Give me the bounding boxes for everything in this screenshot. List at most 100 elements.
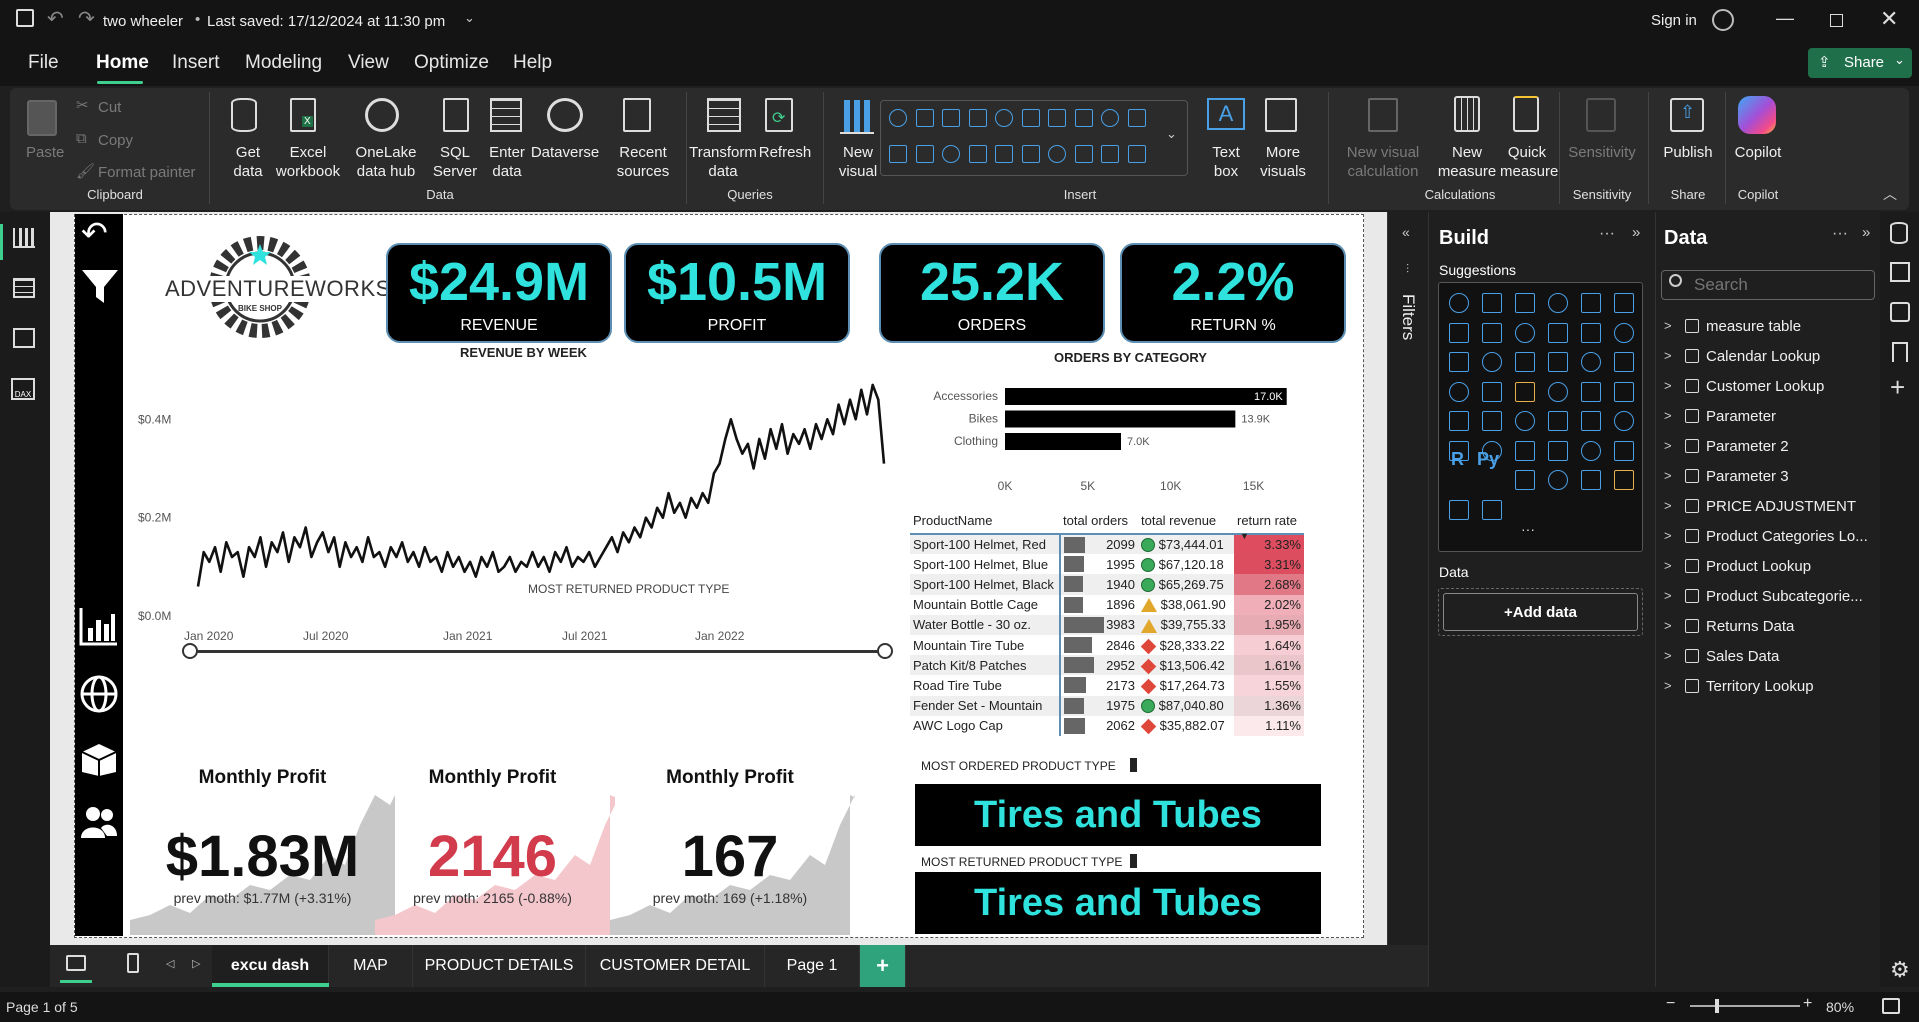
search-input[interactable] — [1694, 274, 1864, 296]
orders-bar-chart[interactable]: Accessories 17.0K Bikes 13.9K Clothing 7.0K 0K… — [900, 380, 1320, 495]
add-pane-icon[interactable]: + — [1890, 372, 1906, 402]
fit-to-page-icon[interactable] — [1882, 998, 1900, 1014]
visual-type-icon[interactable] — [1614, 293, 1634, 313]
tab-customer-detail[interactable]: CUSTOMER DETAIL — [586, 945, 765, 987]
sensitivity-button[interactable]: Sensitivity — [1568, 144, 1636, 161]
visual-type-icon[interactable] — [1515, 293, 1535, 313]
chevron-right-icon[interactable]: > — [1664, 318, 1672, 333]
visual-type-icon[interactable] — [1127, 109, 1146, 127]
visual-type-icon[interactable] — [995, 109, 1013, 127]
data-table-item[interactable]: > Territory Lookup — [1664, 678, 1814, 695]
visual-type-icon[interactable] — [1101, 145, 1119, 163]
chevron-right-icon[interactable]: > — [1664, 588, 1672, 603]
text-box-button[interactable]: Text box — [1212, 144, 1240, 180]
visual-type-icon[interactable] — [1482, 440, 1502, 461]
quick-measure-button[interactable]: Quick measure — [1500, 144, 1559, 180]
visualizations-icon[interactable] — [1890, 262, 1910, 282]
visual-type-icon[interactable] — [1482, 352, 1502, 372]
visual-type-icon[interactable] — [1614, 440, 1634, 461]
zoom-slider[interactable] — [1690, 1005, 1800, 1007]
table-row[interactable]: Mountain Bottle Cage 1896 $38,061.90 2.0… — [910, 594, 1304, 615]
more-visuals-button[interactable]: More visuals — [1260, 144, 1306, 180]
copilot-button[interactable]: Copilot — [1734, 144, 1782, 161]
data-table-item[interactable]: > Product Lookup — [1664, 558, 1811, 575]
table-row[interactable]: Sport-100 Helmet, Blue 1995 $67,120.18 3… — [910, 554, 1304, 575]
kpi-card-revenue[interactable]: $24.9M REVENUE — [386, 243, 612, 343]
chevron-right-icon[interactable]: > — [1664, 528, 1672, 543]
table-row[interactable]: AWC Logo Cap 2062 $35,882.07 1.11% — [910, 715, 1304, 736]
data-table-item[interactable]: > Calendar Lookup — [1664, 348, 1820, 365]
chevron-right-icon[interactable]: > — [1664, 618, 1672, 633]
monthly-profit-card[interactable]: Monthly Profit 2146 prev moth: 2165 (-0.… — [375, 755, 615, 935]
customers-icon[interactable] — [79, 804, 119, 840]
python-visual-icon[interactable]: Py — [1477, 449, 1500, 469]
tab-excu-dash[interactable]: excu dash — [212, 945, 329, 987]
more-options-icon[interactable]: ··· — [1832, 225, 1848, 242]
visual-type-icon[interactable] — [942, 145, 960, 163]
visual-type-icon[interactable] — [1482, 293, 1502, 313]
tab-product-details[interactable]: PRODUCT DETAILS — [413, 945, 586, 987]
visual-type-icon[interactable] — [1614, 381, 1634, 402]
menu-insert[interactable]: Insert — [172, 52, 220, 73]
menu-modeling[interactable]: Modeling — [245, 52, 323, 73]
date-slider-start-handle[interactable] — [182, 643, 198, 659]
enter-data-button[interactable]: Enter data — [489, 144, 525, 180]
collapse-pane-icon[interactable]: » — [1632, 224, 1641, 241]
date-slider-track[interactable] — [190, 650, 886, 653]
new-visual-button[interactable]: New visual — [838, 144, 878, 180]
column-header[interactable]: return rate ▼ — [1234, 508, 1304, 541]
category-bar[interactable] — [1005, 388, 1287, 405]
data-table-item[interactable]: > Returns Data — [1664, 618, 1794, 635]
kpi-card-profit[interactable]: $10.5M PROFIT — [624, 243, 850, 343]
visual-type-icon[interactable] — [1482, 322, 1502, 343]
visual-type-icon[interactable] — [1482, 499, 1502, 520]
product-table[interactable]: ProductName total orders total revenue retu… — [910, 508, 1304, 736]
add-page-button[interactable]: + — [860, 945, 906, 987]
tab-map[interactable]: MAP — [329, 945, 413, 987]
visual-type-icon[interactable] — [1048, 109, 1066, 127]
zoom-out-button[interactable]: − — [1666, 995, 1676, 1012]
visual-type-icon[interactable] — [1548, 411, 1568, 431]
recent-sources-button[interactable]: Recent sources — [616, 144, 670, 180]
collapse-ribbon-icon[interactable]: ︿ — [1883, 186, 1897, 202]
visual-type-icon[interactable] — [915, 145, 934, 163]
table-row[interactable]: Sport-100 Helmet, Red 2099 $73,444.01 3.… — [910, 534, 1304, 555]
visual-type-icon[interactable] — [1449, 322, 1469, 343]
visual-type-icon[interactable] — [1021, 109, 1040, 127]
chevron-right-icon[interactable]: > — [1664, 498, 1672, 513]
visual-type-icon[interactable] — [1449, 499, 1469, 520]
zoom-in-button[interactable]: + — [1803, 995, 1813, 1012]
monthly-profit-card[interactable]: Monthly Profit 167 prev moth: 169 (+1.18… — [610, 755, 855, 935]
sql-server-button[interactable]: SQL Server — [432, 144, 478, 180]
format-icon[interactable] — [1890, 302, 1910, 322]
more-visuals-icon[interactable]: ··· — [1521, 521, 1535, 537]
cut-button[interactable]: Cut — [98, 99, 122, 116]
format-painter-button[interactable]: Format painter — [98, 164, 196, 181]
zoom-slider-thumb[interactable] — [1715, 999, 1719, 1013]
revenue-line-chart[interactable]: $0.0M $0.2M $0.4M Jan 2020 Jul 2020 Jan 2021 J… — [130, 370, 900, 650]
revenue-series-line[interactable] — [196, 383, 886, 587]
category-bar[interactable] — [1005, 410, 1236, 428]
chevron-down-icon[interactable]: ⌄ — [464, 10, 475, 25]
expand-icon[interactable]: « — [1402, 224, 1410, 240]
visual-gallery[interactable]: ⌄ — [880, 100, 1188, 176]
tab-page-1[interactable]: Page 1 — [765, 945, 860, 987]
visual-type-icon[interactable] — [1581, 381, 1601, 402]
visual-type-icon[interactable] — [1021, 145, 1040, 163]
add-data-button[interactable]: +Add data — [1443, 593, 1638, 631]
chevron-right-icon[interactable]: > — [1664, 438, 1672, 453]
menu-optimize[interactable]: Optimize — [414, 52, 489, 73]
visual-type-icon[interactable] — [1548, 470, 1568, 490]
visual-type-icon[interactable] — [915, 109, 934, 127]
visual-type-icon[interactable] — [942, 109, 960, 127]
maximize-button[interactable] — [1830, 14, 1843, 27]
menu-view[interactable]: View — [348, 52, 389, 73]
menu-home[interactable]: Home — [96, 52, 149, 73]
data-table-item[interactable]: > Sales Data — [1664, 648, 1779, 665]
visual-type-icon[interactable] — [1449, 411, 1469, 431]
chevron-down-icon[interactable]: ⌄ — [1166, 126, 1177, 141]
visual-type-icon[interactable] — [1074, 109, 1093, 127]
visual-type-icon[interactable] — [1581, 411, 1601, 431]
kpi-card-orders[interactable]: 25.2K ORDERS — [879, 243, 1105, 343]
category-bar[interactable] — [1005, 433, 1121, 450]
